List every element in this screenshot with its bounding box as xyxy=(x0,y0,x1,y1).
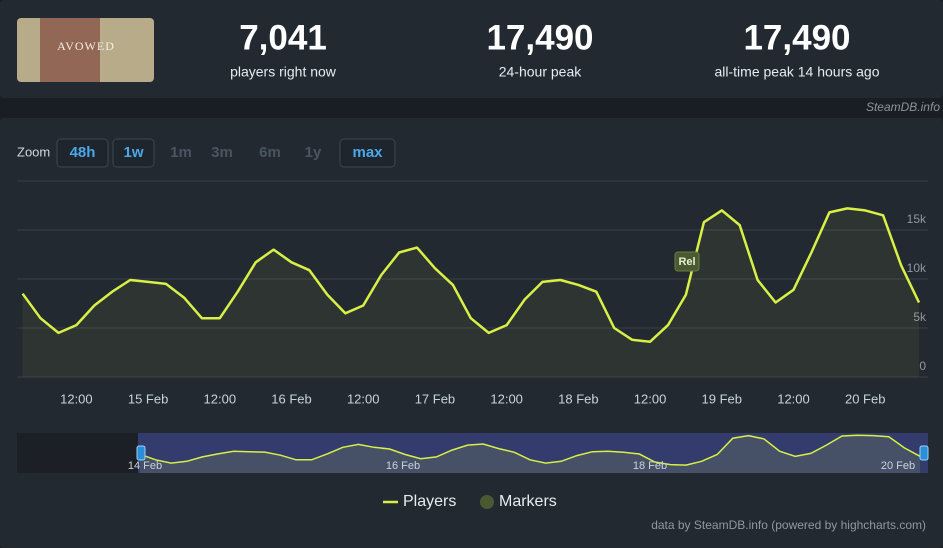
zoom-button-label: 3m xyxy=(211,144,233,161)
marker-label: Rel xyxy=(678,256,695,268)
zoom-button-label: 6m xyxy=(259,144,281,161)
game-art xyxy=(40,18,100,82)
zoom-button[interactable] xyxy=(339,138,396,168)
x-tick-label: 12:00 xyxy=(204,391,237,406)
navigator-handle[interactable] xyxy=(136,445,146,461)
game-logo: AVOWED xyxy=(57,39,115,53)
watermark: SteamDB.info xyxy=(866,100,940,114)
zoom-button-label[interactable]: 1w xyxy=(123,144,143,161)
header-panel xyxy=(0,0,943,98)
stat-label: players right now xyxy=(230,64,337,80)
x-tick-label: 17 Feb xyxy=(415,391,455,406)
zoom-button-label: 1y xyxy=(305,144,322,161)
legend-marker xyxy=(480,495,494,509)
stat-value: 17,490 xyxy=(486,18,593,57)
x-tick-label: 19 Feb xyxy=(702,391,742,406)
stat-value: 17,490 xyxy=(743,18,850,57)
x-tick-label: 20 Feb xyxy=(845,391,885,406)
navigator-label: 18 Feb xyxy=(633,460,667,472)
zoom-button-label[interactable]: max xyxy=(352,144,383,161)
credit: data by SteamDB.info (powered by highcha… xyxy=(651,518,926,532)
y-tick-label: 10k xyxy=(907,261,927,275)
navigator-label: 20 Feb xyxy=(881,460,915,472)
y-tick-label: 15k xyxy=(907,212,927,226)
navigator-line xyxy=(139,434,921,466)
series-area xyxy=(22,208,920,377)
y-tick-label: 5k xyxy=(913,310,927,324)
x-tick-label: 12:00 xyxy=(490,391,523,406)
zoom-button-label: 1m xyxy=(170,144,192,161)
marker-flag xyxy=(674,251,700,272)
x-tick-label: 18 Feb xyxy=(558,391,598,406)
stat-value: 7,041 xyxy=(239,18,327,57)
zoom-button[interactable] xyxy=(56,138,109,168)
zoom-button[interactable] xyxy=(112,138,155,168)
stat-label: 24-hour peak xyxy=(499,64,583,80)
legend-label[interactable]: Players xyxy=(403,493,456,510)
stat-label: all-time peak 14 hours ago xyxy=(715,64,880,80)
zoom-label: Zoom xyxy=(17,144,50,159)
navigator-area xyxy=(140,435,920,473)
legend-label[interactable]: Markers xyxy=(499,493,557,510)
x-tick-label: 16 Feb xyxy=(271,391,311,406)
x-tick-label: 12:00 xyxy=(347,391,380,406)
navigator-handle[interactable] xyxy=(919,445,929,461)
navigator-label: 14 Feb xyxy=(128,460,162,472)
x-tick-label: 15 Feb xyxy=(128,391,168,406)
x-tick-label: 12:00 xyxy=(634,391,667,406)
zoom-button-label[interactable]: 48h xyxy=(70,144,96,161)
series-line xyxy=(21,207,921,343)
x-tick-label: 12:00 xyxy=(777,391,810,406)
navigator-label: 16 Feb xyxy=(386,460,420,472)
x-tick-label: 12:00 xyxy=(60,391,93,406)
y-tick-label: 0 xyxy=(919,359,926,373)
navigator-outside xyxy=(17,433,138,473)
